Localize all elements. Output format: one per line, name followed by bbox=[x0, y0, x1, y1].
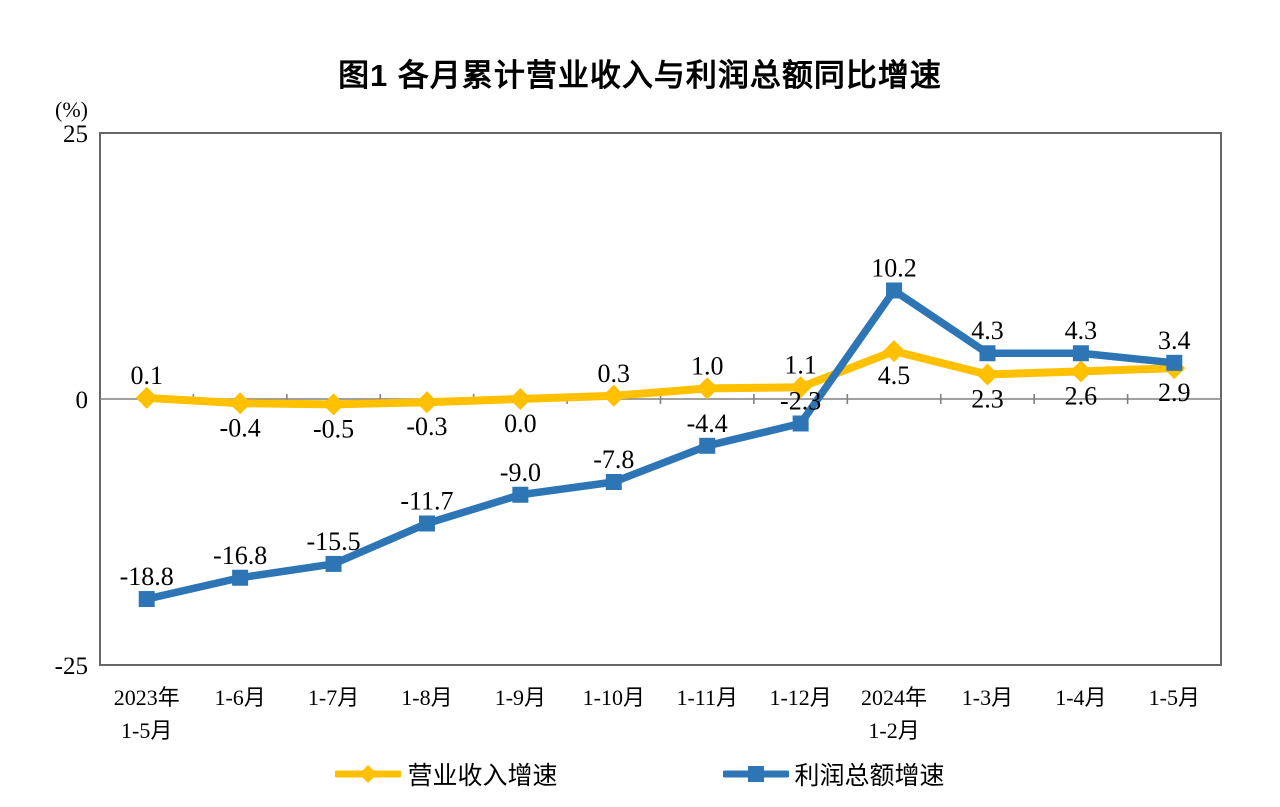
chart-title: 图1 各月累计营业收入与利润总额同比增速 bbox=[338, 58, 942, 93]
data-label: 4.5 bbox=[878, 361, 911, 390]
square-marker bbox=[325, 555, 342, 572]
square-marker bbox=[886, 282, 903, 299]
chart-legend: 营业收入增速 利润总额增速 bbox=[0, 756, 1280, 792]
legend-line-square-icon bbox=[722, 766, 789, 782]
x-category-label: 1-6月 bbox=[214, 685, 265, 710]
x-category-label: 1-4月 bbox=[1055, 685, 1106, 710]
y-tick-label: -25 bbox=[55, 653, 88, 680]
square-marker bbox=[605, 473, 622, 490]
x-category-label: 1-5月 bbox=[121, 718, 172, 743]
diamond-marker bbox=[322, 393, 345, 416]
diamond-marker bbox=[509, 388, 532, 410]
data-label: -2.3 bbox=[780, 386, 821, 415]
legend-item-1: 营业收入增速 bbox=[335, 756, 558, 792]
legend-label: 利润总额增速 bbox=[794, 763, 945, 790]
square-marker bbox=[1072, 345, 1089, 362]
data-label: 2.3 bbox=[971, 385, 1004, 414]
data-label: 1.0 bbox=[691, 351, 724, 380]
y-tick-label: 0 bbox=[76, 387, 89, 414]
data-label: -18.8 bbox=[120, 562, 174, 591]
square-marker bbox=[792, 415, 809, 432]
diamond-marker bbox=[229, 392, 252, 415]
data-label: -0.3 bbox=[406, 412, 447, 441]
x-category-label: 1-11月 bbox=[676, 685, 738, 710]
diamond-marker bbox=[415, 391, 438, 414]
square-marker bbox=[1166, 354, 1183, 371]
data-label: 4.3 bbox=[971, 316, 1004, 345]
data-label: 3.4 bbox=[1158, 326, 1191, 355]
series-line-2 bbox=[142, 286, 1179, 603]
data-label: 0.3 bbox=[598, 359, 631, 388]
data-label: 1.1 bbox=[784, 350, 817, 379]
diamond-marker bbox=[1069, 360, 1092, 383]
square-marker bbox=[418, 515, 435, 532]
legend-line-diamond-icon bbox=[335, 765, 402, 783]
data-label: 2.6 bbox=[1065, 381, 1098, 410]
square-marker bbox=[979, 345, 996, 362]
data-label: -11.7 bbox=[400, 486, 453, 515]
square-marker bbox=[138, 591, 155, 608]
diamond-marker bbox=[696, 377, 719, 400]
y-axis-unit-label: (%) bbox=[55, 97, 88, 122]
x-category-label: 2023年 bbox=[114, 685, 180, 710]
data-label: 0.0 bbox=[504, 409, 537, 438]
x-category-label: 1-10月 bbox=[583, 685, 645, 710]
line-chart: (%)25 0 -25 2023年 1-5月 1-6月 1-7月 1-8月 1-9月 1-10月 1… bbox=[55, 97, 1222, 743]
diamond-marker bbox=[135, 386, 158, 409]
data-label: -16.8 bbox=[213, 541, 267, 570]
data-label: -4.4 bbox=[687, 409, 728, 438]
diamond-marker bbox=[976, 363, 999, 386]
y-tick-label: 25 bbox=[63, 121, 88, 148]
x-category-label: 1-9月 bbox=[495, 685, 546, 710]
legend-item-2: 利润总额增速 bbox=[722, 756, 945, 792]
data-label: -0.5 bbox=[313, 414, 354, 443]
diamond-marker bbox=[789, 376, 812, 399]
square-marker bbox=[699, 437, 716, 454]
data-label: 4.3 bbox=[1065, 316, 1098, 345]
data-label: 2.9 bbox=[1158, 378, 1191, 407]
data-label: 10.2 bbox=[871, 253, 917, 282]
x-category-label: 1-2月 bbox=[868, 718, 919, 743]
diamond-marker bbox=[883, 340, 906, 363]
x-category-label: 1-5月 bbox=[1149, 685, 1200, 710]
data-label: -0.4 bbox=[220, 413, 261, 442]
x-category-label: 1-7月 bbox=[308, 685, 359, 710]
diamond-marker bbox=[602, 384, 625, 407]
x-category-label: 1-8月 bbox=[401, 685, 452, 710]
series-line-1 bbox=[142, 347, 1179, 409]
data-label: -7.8 bbox=[593, 445, 634, 474]
legend-label: 营业收入增速 bbox=[407, 763, 558, 790]
x-category-label: 1-12月 bbox=[769, 685, 831, 710]
data-label: 0.1 bbox=[130, 361, 163, 390]
square-marker bbox=[232, 569, 249, 586]
data-label: -9.0 bbox=[500, 458, 541, 487]
x-category-label: 1-3月 bbox=[962, 685, 1013, 710]
x-category-label: 2024年 bbox=[861, 685, 927, 710]
square-marker bbox=[512, 486, 529, 503]
data-label: -15.5 bbox=[306, 527, 360, 556]
